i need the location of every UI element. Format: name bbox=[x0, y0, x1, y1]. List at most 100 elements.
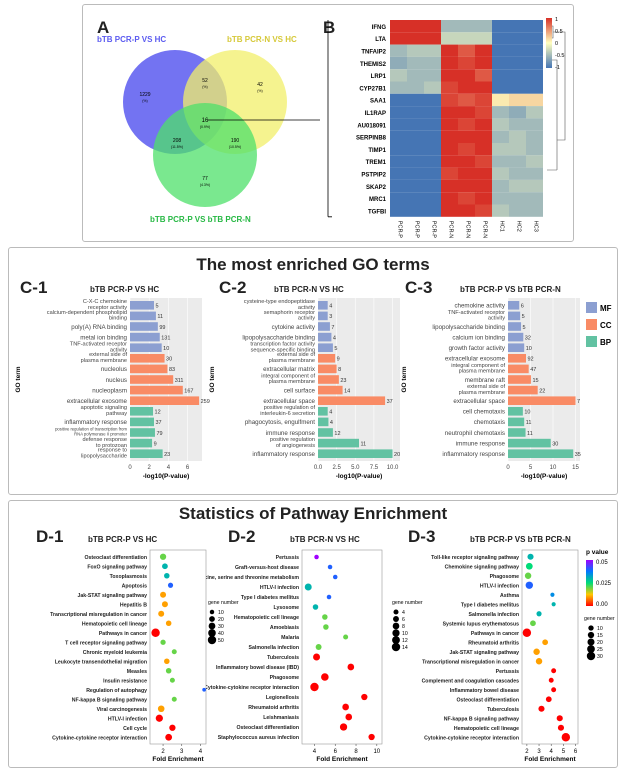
category-label: nucleolus bbox=[101, 366, 127, 373]
heatmap: IFNG LTA TNFAIP2 THEMIS2 LRP1 CYP27B1 SAA1 IL1R… bbox=[327, 17, 566, 238]
bubble bbox=[361, 693, 368, 701]
heatmap-cell bbox=[424, 32, 441, 45]
heatmap-cell bbox=[509, 56, 526, 70]
heatmap-colorbar-tick: 0.5 bbox=[555, 29, 563, 35]
d2-size-legend-label: 8 bbox=[402, 624, 405, 630]
heatmap-cell bbox=[390, 93, 407, 107]
bubble bbox=[527, 553, 534, 560]
x-tick-label: 0 bbox=[128, 465, 132, 471]
pathway-label: Cytokine-cytokine receptor interaction bbox=[52, 735, 147, 741]
category-label: positive regulation of transcription fro… bbox=[55, 427, 127, 432]
bar bbox=[508, 449, 574, 458]
venn-region-3-pct: (%) bbox=[257, 89, 262, 93]
heatmap-cell bbox=[475, 118, 492, 131]
category-label: activity bbox=[298, 316, 315, 322]
pathway-label: Pertussis bbox=[276, 555, 299, 561]
heatmap-cell bbox=[390, 192, 407, 205]
heatmap-cell bbox=[390, 143, 407, 156]
bubble bbox=[164, 572, 170, 579]
category-label: activity bbox=[298, 305, 315, 311]
heatmap-cell bbox=[526, 20, 543, 33]
bar bbox=[130, 375, 174, 384]
pathway-label: Chronic myeloid leukemia bbox=[83, 650, 147, 656]
category-label: interleukin-6 secretion bbox=[260, 411, 315, 417]
heatmap-cell bbox=[509, 192, 526, 205]
category-label: plasma membrane bbox=[459, 390, 505, 396]
category-label: integral component of bbox=[261, 373, 315, 379]
heatmap-sample-label: PCR-N3 bbox=[482, 221, 488, 238]
category-label: growth factor activity bbox=[449, 345, 506, 352]
category-label: inflammatory response bbox=[64, 419, 127, 426]
bar bbox=[318, 385, 343, 395]
category-label: pathway bbox=[106, 411, 127, 417]
heatmap-cell bbox=[475, 93, 492, 107]
heatmap-gene-label: TREM1 bbox=[366, 160, 387, 166]
heatmap-cell bbox=[441, 44, 458, 57]
label-c2: C-2 bbox=[219, 278, 247, 297]
venn-region-7: 77 bbox=[202, 176, 208, 182]
x-tick-label: 6 bbox=[574, 749, 578, 755]
heatmap-cell bbox=[424, 93, 441, 107]
bar-data-label: 4 bbox=[330, 420, 333, 426]
bar bbox=[130, 385, 183, 395]
category-label: cell surface bbox=[284, 387, 316, 394]
bubble bbox=[548, 677, 554, 683]
plot-frame bbox=[521, 549, 579, 745]
bar-data-label: 20 bbox=[394, 452, 400, 458]
colorbar-title: p value bbox=[586, 549, 609, 556]
category-label: calcium ion binding bbox=[452, 334, 505, 341]
category-label: of angiogenesis bbox=[276, 443, 315, 449]
heatmap-cell bbox=[441, 20, 458, 33]
heatmap-cell bbox=[475, 81, 492, 94]
pathway-label: Cytokine-cytokine receptor interaction bbox=[424, 735, 519, 741]
x-tick-label: 2 bbox=[148, 465, 152, 471]
pathway-label: Complement and coagulation cascades bbox=[422, 678, 520, 684]
bar bbox=[130, 301, 154, 310]
bar bbox=[318, 438, 359, 448]
x-tick-label: 5 bbox=[529, 465, 533, 471]
bar bbox=[318, 322, 330, 331]
pathway-label: Rheumatoid arthritis bbox=[248, 705, 299, 711]
heatmap-cell bbox=[492, 20, 509, 33]
bar bbox=[508, 332, 524, 342]
pathway-label: Toll-like receptor signaling pathway bbox=[431, 555, 519, 561]
heatmap-cell bbox=[475, 32, 492, 45]
heatmap-cell bbox=[509, 204, 526, 217]
pathway-label: Cytokine-cytokine receptor interaction bbox=[206, 685, 299, 691]
heatmap-cell bbox=[424, 192, 441, 205]
d3-title: bTB PCR-P VS bTB PCR-N bbox=[470, 535, 571, 544]
bubble bbox=[339, 723, 348, 731]
y-axis-label: GO term bbox=[15, 366, 22, 392]
bar-data-label: 9 bbox=[337, 357, 340, 363]
d2-title: bTB PCR-N VS HC bbox=[290, 535, 360, 544]
d3-size-legend-title: gene number bbox=[584, 616, 615, 622]
heatmap-cell bbox=[475, 20, 492, 33]
bar-data-label: 14 bbox=[344, 388, 350, 394]
bubble bbox=[530, 620, 536, 627]
bar-data-label: 6 bbox=[521, 304, 524, 310]
bar-data-label: 23 bbox=[340, 378, 346, 384]
heatmap-cell bbox=[458, 192, 475, 205]
bar bbox=[508, 311, 521, 321]
heatmap-bracket bbox=[327, 20, 332, 218]
d2-size-legend-dot bbox=[392, 636, 400, 644]
d2-size-legend-label: 4 bbox=[402, 610, 405, 616]
heatmap-cell bbox=[492, 69, 509, 82]
category-label: RNA polymerase II promoter bbox=[74, 432, 127, 437]
heatmap-cell bbox=[492, 192, 509, 205]
category-label: transcription factor activity bbox=[250, 342, 315, 348]
d3-size-legend-dot bbox=[587, 645, 595, 653]
heatmap-cell bbox=[407, 69, 424, 82]
venn-region-2: 52 bbox=[202, 78, 208, 84]
bar-data-label: 11 bbox=[157, 314, 163, 320]
heatmap-gene-label: IL1RAP bbox=[365, 111, 386, 117]
d3-size-legend-label: 20 bbox=[597, 640, 603, 646]
venn-set3-label: bTB PCR-P VS bTB PCR-N bbox=[150, 215, 251, 224]
d1-size-legend-dot bbox=[208, 629, 216, 637]
bar bbox=[130, 332, 160, 342]
bubble bbox=[161, 601, 168, 608]
bubble bbox=[165, 620, 172, 627]
bubble bbox=[165, 667, 172, 674]
heatmap-cell bbox=[424, 118, 441, 131]
